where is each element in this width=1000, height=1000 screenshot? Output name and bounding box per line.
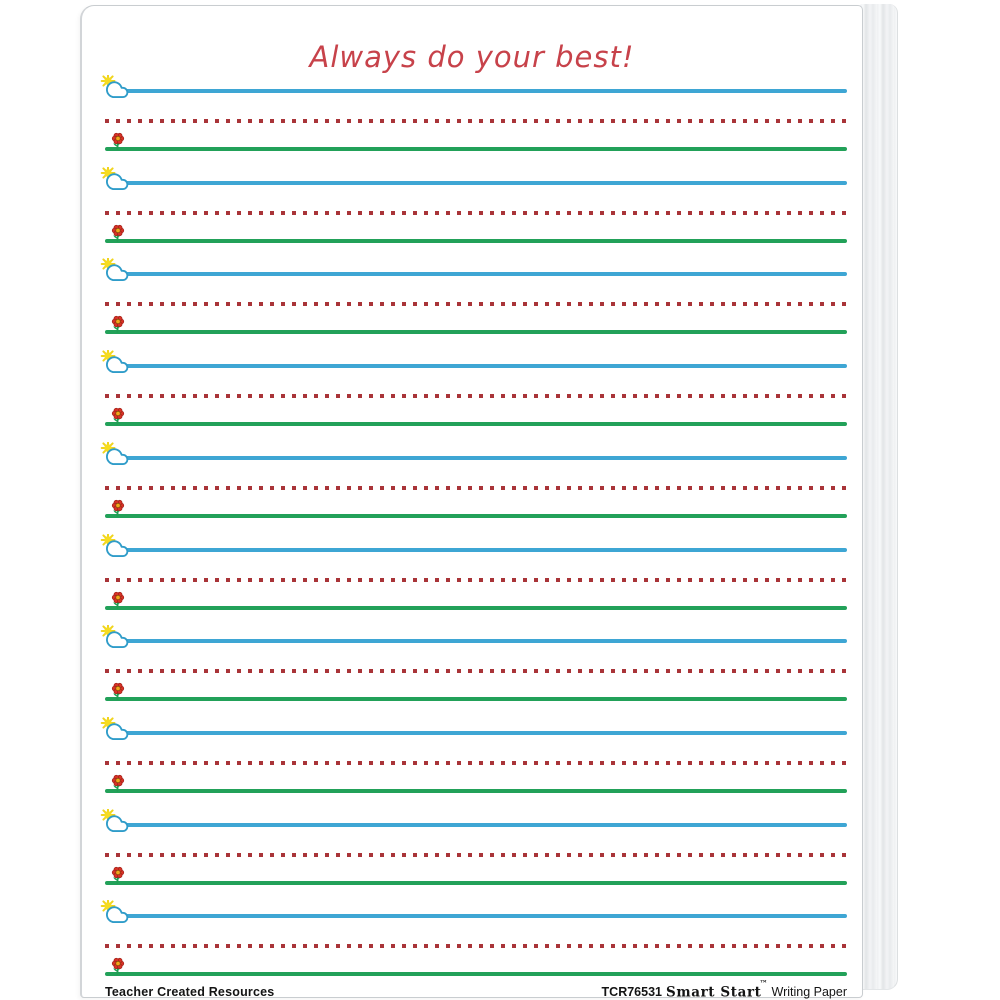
grass-line: [105, 972, 847, 977]
flower-icon: [111, 316, 125, 334]
flower-icon: [111, 499, 125, 517]
sun-cloud-icon: [100, 258, 129, 282]
sky-line: [124, 730, 847, 735]
grass-line: [105, 788, 847, 793]
dashed-midline: [105, 485, 847, 490]
dashed-midline: [105, 210, 847, 215]
sun-cloud-icon: [100, 75, 129, 99]
grass-line: [105, 880, 847, 885]
sun-cloud-icon: [100, 900, 129, 924]
footer: Teacher Created Resources TCR76531 Smart…: [105, 978, 848, 1000]
flower-icon: [111, 224, 125, 242]
flower-icon: [111, 866, 125, 884]
footer-product-info: TCR76531 Smart Start™ Writing Paper: [601, 978, 848, 1000]
sun-cloud-icon: [100, 441, 129, 465]
sun-cloud-icon: [100, 166, 129, 190]
sun-cloud-icon: [100, 808, 129, 832]
sky-line: [124, 639, 847, 644]
writing-paper-sheet: Always do your best!: [80, 5, 863, 1000]
trademark-symbol: ™: [759, 978, 768, 988]
grass-line: [105, 238, 847, 243]
sky-line: [124, 914, 847, 919]
page-title: Always do your best!: [309, 40, 635, 74]
flower-icon: [111, 132, 125, 150]
dashed-midline: [105, 577, 847, 582]
flower-icon: [111, 683, 125, 701]
sun-cloud-icon: [100, 716, 129, 740]
brand-name: Smart Start™: [665, 978, 768, 1000]
sky-line: [124, 272, 847, 277]
dashed-midline: [105, 119, 847, 123]
sky-line: [124, 364, 847, 369]
publisher-name: Teacher Created Resources: [105, 985, 275, 1000]
grass-line: [105, 697, 847, 702]
sky-line: [124, 822, 847, 827]
grass-line: [105, 147, 847, 151]
dashed-midline: [105, 852, 847, 857]
dashed-midline: [105, 394, 847, 399]
dashed-midline: [105, 669, 847, 674]
product-code: TCR76531: [601, 985, 662, 1000]
sun-cloud-icon: [100, 533, 129, 557]
sky-line: [124, 180, 847, 185]
sun-cloud-icon: [100, 625, 129, 649]
dashed-midline: [105, 944, 847, 949]
grass-line: [105, 422, 847, 427]
flower-icon: [111, 591, 125, 609]
dashed-midline: [105, 302, 847, 307]
sky-line: [124, 89, 847, 93]
grass-line: [105, 605, 847, 610]
product-type: Writing Paper: [771, 985, 848, 1000]
paper-stack-edge: [860, 4, 898, 990]
flower-icon: [111, 958, 125, 976]
grass-line: [105, 513, 847, 518]
flower-icon: [111, 774, 125, 792]
flower-icon: [111, 407, 125, 425]
grass-line: [105, 330, 847, 335]
sky-line: [124, 547, 847, 552]
sun-cloud-icon: [100, 350, 129, 374]
writing-lines: [82, 6, 862, 997]
dashed-midline: [105, 760, 847, 765]
sky-line: [124, 455, 847, 460]
